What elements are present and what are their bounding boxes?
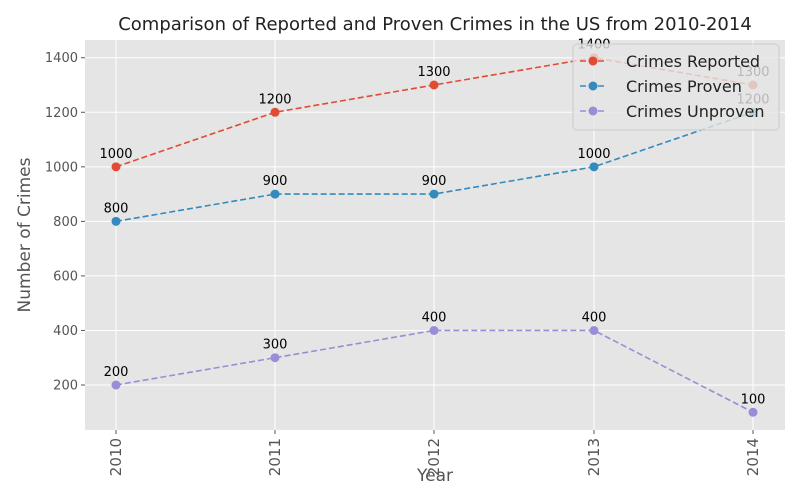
legend: Crimes Reported Crimes Proven Crimes Unpro… xyxy=(572,43,780,131)
data-point xyxy=(429,80,439,90)
data-label: 300 xyxy=(263,338,288,353)
legend-label: Crimes Unproven xyxy=(626,102,765,121)
data-label: 800 xyxy=(104,201,129,216)
legend-item: Crimes Unproven xyxy=(580,102,765,121)
data-label: 400 xyxy=(582,310,607,325)
data-point xyxy=(589,325,599,335)
data-point xyxy=(270,107,280,117)
x-tick-label: 2010 xyxy=(107,438,125,476)
y-tick-label: 1000 xyxy=(45,160,78,175)
data-point xyxy=(270,353,280,363)
y-tick-label: 1200 xyxy=(45,106,78,121)
y-tick-label: 200 xyxy=(53,379,78,394)
data-point xyxy=(111,216,121,226)
data-point xyxy=(111,380,121,390)
chart-title: Comparison of Reported and Proven Crimes… xyxy=(118,14,752,35)
legend-box xyxy=(572,43,780,131)
data-label: 1200 xyxy=(258,92,291,107)
y-tick-label: 600 xyxy=(53,269,78,284)
data-point xyxy=(429,325,439,335)
series-line xyxy=(115,329,754,413)
data-point xyxy=(429,189,439,199)
y-axis-label: Number of Crimes xyxy=(15,157,35,312)
y-tick-label: 400 xyxy=(53,324,78,339)
y-tick-label: 1400 xyxy=(45,51,78,66)
data-label: 1000 xyxy=(99,147,132,162)
data-point xyxy=(748,407,758,417)
series-crimes-unproven xyxy=(111,325,758,417)
data-label: 900 xyxy=(422,174,447,189)
data-label: 100 xyxy=(741,392,766,407)
legend-marker xyxy=(588,56,598,66)
data-point xyxy=(111,162,121,172)
data-label: 900 xyxy=(263,174,288,189)
x-tick-label: 2011 xyxy=(266,438,284,476)
data-point xyxy=(270,189,280,199)
y-axis-ticks: 200 400 600 800 1000 1200 1400 xyxy=(45,51,85,394)
data-label: 400 xyxy=(422,310,447,325)
x-axis-label: Year xyxy=(416,466,453,486)
data-point xyxy=(589,162,599,172)
data-label: 1000 xyxy=(577,147,610,162)
x-tick-label: 2012 xyxy=(425,438,443,476)
x-axis-ticks: 2010 2011 2012 2013 2014 xyxy=(107,430,762,476)
y-tick-label: 800 xyxy=(53,215,78,230)
legend-marker xyxy=(588,106,598,116)
legend-item: Crimes Proven xyxy=(580,77,742,96)
legend-marker xyxy=(588,81,598,91)
data-label: 1300 xyxy=(417,65,450,80)
data-label: 200 xyxy=(104,365,129,380)
legend-label: Crimes Proven xyxy=(626,77,742,96)
x-tick-label: 2013 xyxy=(585,438,603,476)
x-tick-label: 2014 xyxy=(744,438,762,476)
legend-label: Crimes Reported xyxy=(626,52,760,71)
legend-item: Crimes Reported xyxy=(580,52,760,71)
